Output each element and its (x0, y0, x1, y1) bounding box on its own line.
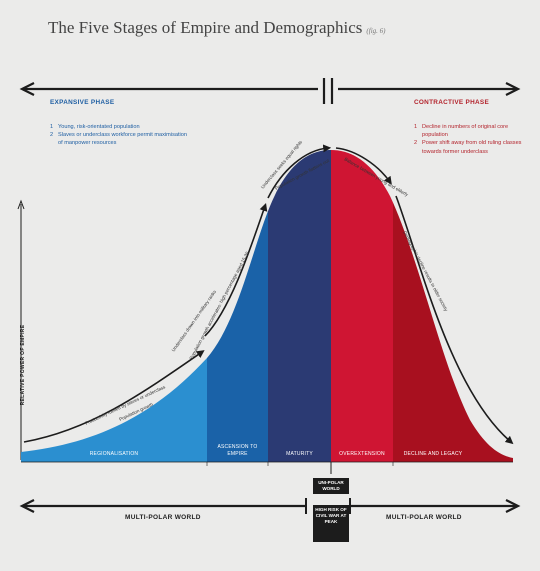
contractive-item: 2 Power shift away from old ruling classe… (414, 140, 522, 155)
title-text: The Five Stages of Empire and Demographi… (48, 18, 363, 37)
stage-overextension-fill (331, 150, 393, 462)
stage-label-overextension: OVEREXTENSION (339, 451, 385, 457)
contractive-phase-heading: CONTRACTIVE PHASE (414, 99, 490, 106)
contractive-phase-list: 1 Decline in numbers of original core pop… (414, 123, 524, 156)
y-axis-label: RELATIVE POWER OF EMPIRE (20, 324, 26, 406)
arrow-overextension (335, 147, 392, 185)
arrow-maturity (267, 144, 332, 199)
stage-label-maturity: MATURITY (286, 451, 313, 457)
contractive-item: 1 Decline in numbers of original core pop… (414, 124, 509, 139)
y-axis-arrow (17, 199, 25, 210)
stage-label-ascension: ASCENSION TO EMPIRE (217, 444, 258, 457)
curve-arrows (23, 144, 514, 445)
arrow-decline (395, 195, 514, 445)
arrow-ascension (204, 202, 268, 337)
unipolar-world-box: UNI-POLAR WORLD (313, 478, 349, 494)
stage-regionalisation-fill (21, 150, 207, 462)
expansive-arrow-head (19, 82, 35, 96)
contractive-arrow-head (505, 82, 521, 96)
multipolar-left-label: MULTI-POLAR WORLD (125, 514, 201, 521)
stage-fills (21, 150, 513, 462)
stage-maturity-fill (268, 150, 331, 462)
figure-reference: (fig. 6) (366, 27, 386, 35)
multipolar-right-label: MULTI-POLAR WORLD (386, 514, 462, 521)
civil-war-risk-box: HIGH RISK OF CIVIL WAR AT PEAK (313, 505, 349, 542)
arrow-regionalisation (23, 350, 205, 443)
world-arrows (19, 462, 521, 514)
expansive-phase-heading: EXPANSIVE PHASE (50, 99, 115, 106)
stage-decline-fill (393, 150, 513, 462)
page-title: The Five Stages of Empire and Demographi… (48, 18, 385, 38)
expansive-phase-list: 1 Young, risk-orientated population 2 Slav… (50, 123, 190, 148)
expansive-item: 2 Slaves or underclass workforce permit m… (50, 132, 188, 147)
stage-label-decline: DECLINE AND LEGACY (403, 451, 463, 457)
phase-arrows (19, 78, 521, 104)
stage-dividers (206, 462, 394, 466)
expansive-item: 1 Young, risk-orientated population (50, 124, 140, 130)
stage-label-regionalisation: REGIONALISATION (89, 451, 139, 457)
